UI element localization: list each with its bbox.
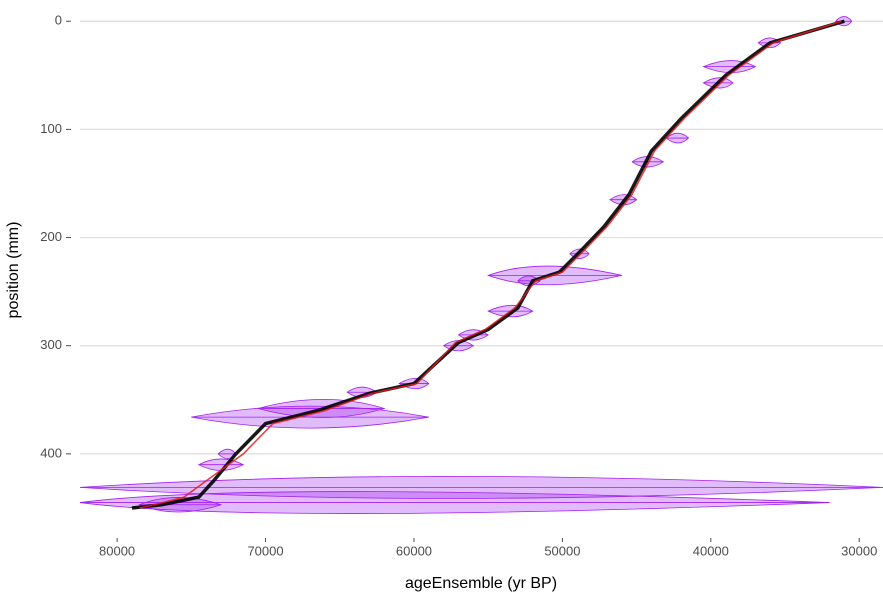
x-tick-label: 30000	[841, 543, 877, 558]
age-line	[139, 20, 842, 509]
x-tick-label: 80000	[99, 543, 135, 558]
x-tick-label: 70000	[247, 543, 283, 558]
y-axis-title: position (mm)	[5, 222, 22, 319]
x-tick-label: 40000	[693, 543, 729, 558]
y-tick-label: 300	[40, 337, 62, 352]
y-tick-label: 400	[40, 445, 62, 460]
x-axis-title: ageEnsemble (yr BP)	[405, 575, 557, 592]
y-tick-label: 100	[40, 121, 62, 136]
y-tick-label: 200	[40, 229, 62, 244]
age-line	[131, 19, 845, 510]
x-tick-label: 60000	[396, 543, 432, 558]
y-tick-label: 0	[55, 13, 62, 28]
x-tick-label: 50000	[544, 543, 580, 558]
